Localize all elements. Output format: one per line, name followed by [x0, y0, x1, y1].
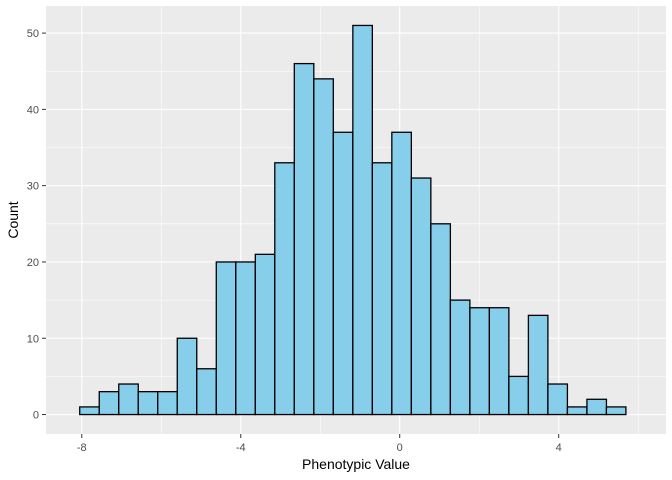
x-axis: -8 -4 0 4	[77, 434, 562, 454]
histogram-bar	[274, 162, 295, 416]
y-axis: 0 10 20 30 40 50	[27, 28, 46, 422]
histogram-bar	[605, 406, 627, 416]
histogram-bar	[508, 375, 530, 416]
histogram-bar	[157, 391, 178, 416]
histogram-bar	[449, 299, 471, 416]
histogram-bar	[215, 261, 237, 416]
histogram-bar	[98, 391, 120, 416]
histogram-bar	[176, 337, 198, 416]
histogram-bar	[352, 24, 374, 416]
x-tick-label: -8	[77, 442, 87, 454]
histogram-bar	[313, 78, 334, 416]
histogram-bar	[371, 162, 393, 416]
histogram-bar	[79, 406, 100, 416]
y-tick-label: 50	[27, 28, 39, 40]
histogram-bar	[332, 131, 354, 416]
y-tick-label: 0	[33, 410, 39, 422]
histogram-bars	[79, 24, 627, 416]
y-tick-label: 20	[27, 257, 39, 269]
x-tick-label: 4	[556, 442, 562, 454]
x-tick-label: -4	[236, 442, 246, 454]
histogram-bar	[488, 307, 510, 416]
histogram-bar	[469, 307, 491, 416]
histogram-bar	[118, 383, 139, 416]
y-tick-label: 30	[27, 181, 39, 193]
histogram-bar	[527, 314, 549, 416]
histogram-bar	[547, 383, 569, 416]
histogram-bar	[586, 398, 608, 416]
histogram-bar	[196, 368, 217, 416]
histogram-bar	[137, 391, 159, 416]
histogram-bar	[391, 131, 412, 416]
x-axis-title: Phenotypic Value	[302, 456, 410, 472]
y-tick-label: 40	[27, 104, 39, 116]
histogram-bar	[566, 406, 588, 416]
y-tick-label: 10	[27, 333, 39, 345]
histogram-bar	[254, 253, 276, 416]
histogram-bar	[430, 223, 452, 416]
histogram-bar	[293, 62, 315, 416]
histogram-bar	[410, 177, 432, 416]
x-tick-label: 0	[397, 442, 403, 454]
y-axis-title: Count	[5, 201, 21, 238]
histogram-bar	[235, 261, 256, 416]
